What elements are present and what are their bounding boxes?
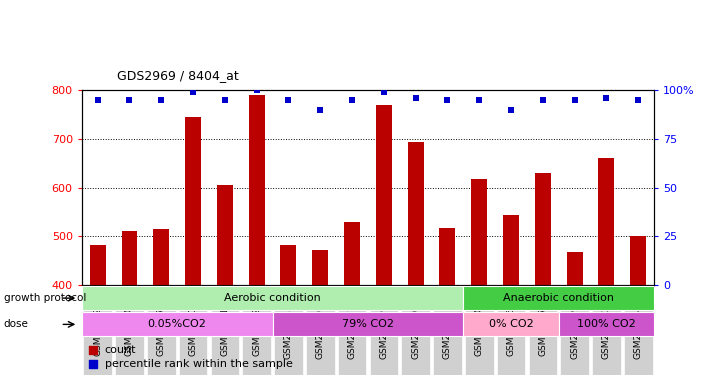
Bar [407,142,424,285]
Point [314,106,326,112]
Text: Anaerobic condition: Anaerobic condition [503,293,614,303]
Point [346,97,358,103]
FancyBboxPatch shape [592,287,621,375]
Point [87,361,99,367]
Bar [90,244,106,285]
Text: 0% CO2: 0% CO2 [488,320,533,329]
Point [124,97,135,103]
Bar [249,95,264,285]
Text: dose: dose [4,320,28,329]
FancyBboxPatch shape [178,287,208,375]
FancyBboxPatch shape [401,287,430,375]
FancyBboxPatch shape [465,287,493,375]
Bar [503,215,519,285]
FancyBboxPatch shape [82,312,272,336]
Text: GSM29937: GSM29937 [538,308,547,356]
Text: GSM225469: GSM225469 [570,304,579,359]
Bar [599,158,614,285]
FancyBboxPatch shape [210,287,239,375]
Point [92,97,103,103]
Text: count: count [105,345,137,355]
Point [442,97,453,103]
Text: GDS2969 / 8404_at: GDS2969 / 8404_at [117,69,239,82]
Bar [217,185,232,285]
Bar [344,222,360,285]
Point [506,106,517,112]
FancyBboxPatch shape [272,312,464,336]
Point [633,97,644,103]
Bar [281,244,296,285]
FancyBboxPatch shape [464,286,654,310]
Bar [154,229,169,285]
FancyBboxPatch shape [370,287,398,375]
Point [569,97,580,103]
FancyBboxPatch shape [338,287,366,375]
Bar [471,179,487,285]
Point [474,97,485,103]
Point [537,97,548,103]
Bar [122,231,137,285]
Text: GSM29914: GSM29914 [125,308,134,356]
Bar [630,236,646,285]
Text: GSM225514: GSM225514 [634,304,643,359]
Point [219,97,230,103]
Bar [439,228,455,285]
Text: GSM225519: GSM225519 [380,304,388,359]
Text: percentile rank within the sample: percentile rank within the sample [105,359,292,369]
FancyBboxPatch shape [528,287,557,375]
Text: 0.05%CO2: 0.05%CO2 [148,320,207,329]
Point [251,87,262,93]
FancyBboxPatch shape [274,287,303,375]
FancyBboxPatch shape [464,312,559,336]
Bar [535,173,551,285]
Point [156,97,167,103]
FancyBboxPatch shape [560,287,589,375]
Text: GSM29921: GSM29921 [220,308,230,356]
Text: GSM29917: GSM29917 [156,308,166,356]
FancyBboxPatch shape [115,287,144,375]
Text: 100% CO2: 100% CO2 [577,320,636,329]
FancyBboxPatch shape [624,287,653,375]
Text: GSM225520: GSM225520 [411,304,420,359]
Text: GSM29920: GSM29920 [188,308,198,356]
FancyBboxPatch shape [559,312,654,336]
Point [283,97,294,103]
Text: growth protocol: growth protocol [4,293,86,303]
Text: GSM225516: GSM225516 [316,304,325,359]
FancyBboxPatch shape [83,287,112,375]
Text: Aerobic condition: Aerobic condition [224,293,321,303]
Text: 79% CO2: 79% CO2 [342,320,394,329]
Text: GSM225517: GSM225517 [348,304,356,359]
Point [378,89,390,95]
Text: GSM29912: GSM29912 [93,308,102,356]
Text: GSM29934: GSM29934 [475,308,483,356]
FancyBboxPatch shape [82,286,464,310]
Text: GSM225515: GSM225515 [284,304,293,359]
Point [188,89,199,95]
Bar [185,117,201,285]
Text: GSM29922: GSM29922 [252,308,261,356]
FancyBboxPatch shape [497,287,525,375]
FancyBboxPatch shape [306,287,335,375]
FancyBboxPatch shape [433,287,461,375]
Text: GSM225482: GSM225482 [602,304,611,359]
Bar [312,251,328,285]
Point [601,95,612,101]
Text: GSM29936: GSM29936 [506,308,515,356]
FancyBboxPatch shape [147,287,176,375]
Point [87,346,99,352]
Bar [376,105,392,285]
FancyBboxPatch shape [242,287,271,375]
Bar [567,252,582,285]
Point [410,95,422,101]
Text: GSM225521: GSM225521 [443,304,452,359]
